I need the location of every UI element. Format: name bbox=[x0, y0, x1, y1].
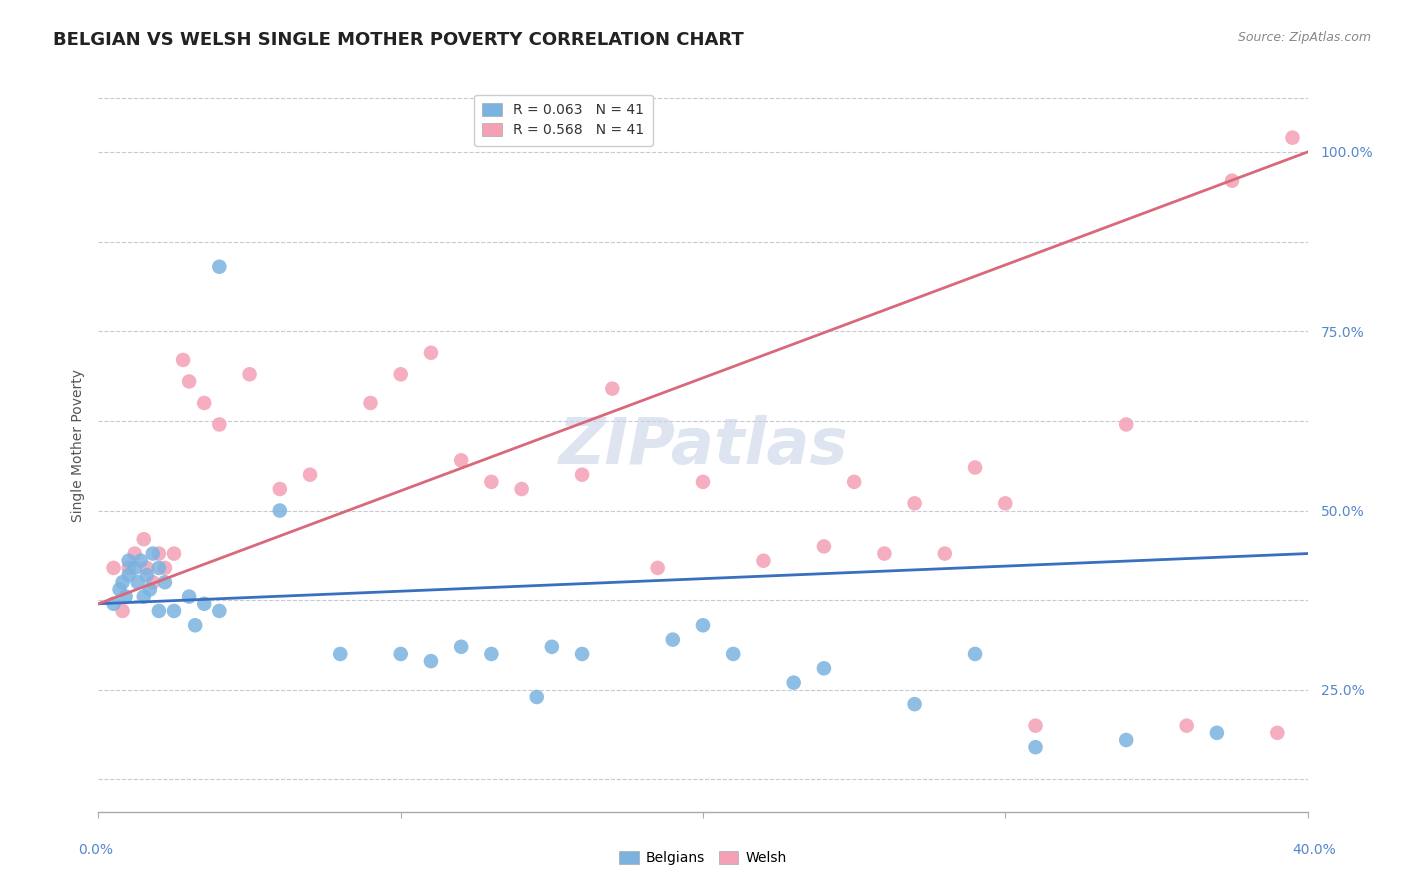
Point bbox=[208, 260, 231, 274]
Point bbox=[450, 453, 472, 467]
Point bbox=[153, 561, 176, 575]
Point bbox=[526, 690, 548, 704]
Point bbox=[193, 396, 215, 410]
Text: 0.0%: 0.0% bbox=[79, 843, 112, 857]
Point bbox=[602, 382, 624, 396]
Point bbox=[103, 561, 125, 575]
Point bbox=[111, 575, 134, 590]
Point bbox=[148, 604, 170, 618]
Point bbox=[692, 618, 714, 632]
Point bbox=[124, 561, 146, 575]
Point bbox=[692, 475, 714, 489]
Point bbox=[1024, 740, 1046, 755]
Point bbox=[450, 640, 472, 654]
Point bbox=[124, 547, 146, 561]
Point bbox=[132, 533, 155, 547]
Point bbox=[208, 417, 231, 432]
Text: ZIPatlas: ZIPatlas bbox=[558, 415, 848, 477]
Point bbox=[127, 575, 149, 590]
Point bbox=[540, 640, 562, 654]
Text: 40.0%: 40.0% bbox=[1292, 843, 1337, 857]
Y-axis label: Single Mother Poverty: Single Mother Poverty bbox=[70, 369, 84, 523]
Point bbox=[904, 496, 927, 510]
Point bbox=[1206, 726, 1229, 740]
Point bbox=[904, 697, 927, 711]
Point bbox=[1220, 174, 1243, 188]
Point bbox=[139, 582, 162, 597]
Point bbox=[360, 396, 382, 410]
Point bbox=[934, 547, 956, 561]
Point bbox=[783, 675, 806, 690]
Point bbox=[118, 568, 141, 582]
Point bbox=[752, 554, 775, 568]
Point bbox=[1281, 130, 1303, 145]
Point bbox=[172, 353, 194, 368]
Point bbox=[571, 647, 593, 661]
Point bbox=[103, 597, 125, 611]
Point bbox=[135, 561, 157, 575]
Point bbox=[647, 561, 669, 575]
Point bbox=[1267, 726, 1289, 740]
Point bbox=[965, 460, 987, 475]
Point bbox=[481, 647, 503, 661]
Text: BELGIAN VS WELSH SINGLE MOTHER POVERTY CORRELATION CHART: BELGIAN VS WELSH SINGLE MOTHER POVERTY C… bbox=[53, 31, 744, 49]
Point bbox=[148, 547, 170, 561]
Point bbox=[571, 467, 593, 482]
Point bbox=[1115, 733, 1137, 747]
Point bbox=[269, 503, 291, 517]
Point bbox=[481, 475, 503, 489]
Point bbox=[111, 604, 134, 618]
Point bbox=[132, 590, 155, 604]
Point bbox=[813, 540, 835, 554]
Point bbox=[163, 604, 186, 618]
Point bbox=[844, 475, 866, 489]
Point bbox=[661, 632, 683, 647]
Point bbox=[965, 647, 987, 661]
Point bbox=[723, 647, 745, 661]
Point bbox=[389, 647, 412, 661]
Point bbox=[994, 496, 1017, 510]
Point bbox=[1175, 719, 1198, 733]
Point bbox=[1024, 719, 1046, 733]
Point bbox=[118, 561, 141, 575]
Point bbox=[193, 597, 215, 611]
Point bbox=[184, 618, 207, 632]
Point bbox=[420, 345, 443, 359]
Point bbox=[142, 575, 165, 590]
Point bbox=[329, 647, 352, 661]
Legend: Belgians, Welsh: Belgians, Welsh bbox=[614, 845, 792, 871]
Point bbox=[179, 590, 201, 604]
Point bbox=[873, 547, 896, 561]
Text: Source: ZipAtlas.com: Source: ZipAtlas.com bbox=[1237, 31, 1371, 45]
Point bbox=[239, 368, 262, 382]
Point bbox=[389, 368, 412, 382]
Point bbox=[420, 654, 443, 668]
Point bbox=[510, 482, 533, 496]
Point bbox=[148, 561, 170, 575]
Point bbox=[135, 568, 157, 582]
Point bbox=[108, 582, 131, 597]
Point bbox=[163, 547, 186, 561]
Point bbox=[1115, 417, 1137, 432]
Point bbox=[269, 482, 291, 496]
Point bbox=[813, 661, 835, 675]
Point bbox=[179, 375, 201, 389]
Point bbox=[118, 554, 141, 568]
Point bbox=[142, 547, 165, 561]
Point bbox=[153, 575, 176, 590]
Point bbox=[208, 604, 231, 618]
Point bbox=[129, 554, 152, 568]
Point bbox=[299, 467, 322, 482]
Point bbox=[114, 590, 136, 604]
